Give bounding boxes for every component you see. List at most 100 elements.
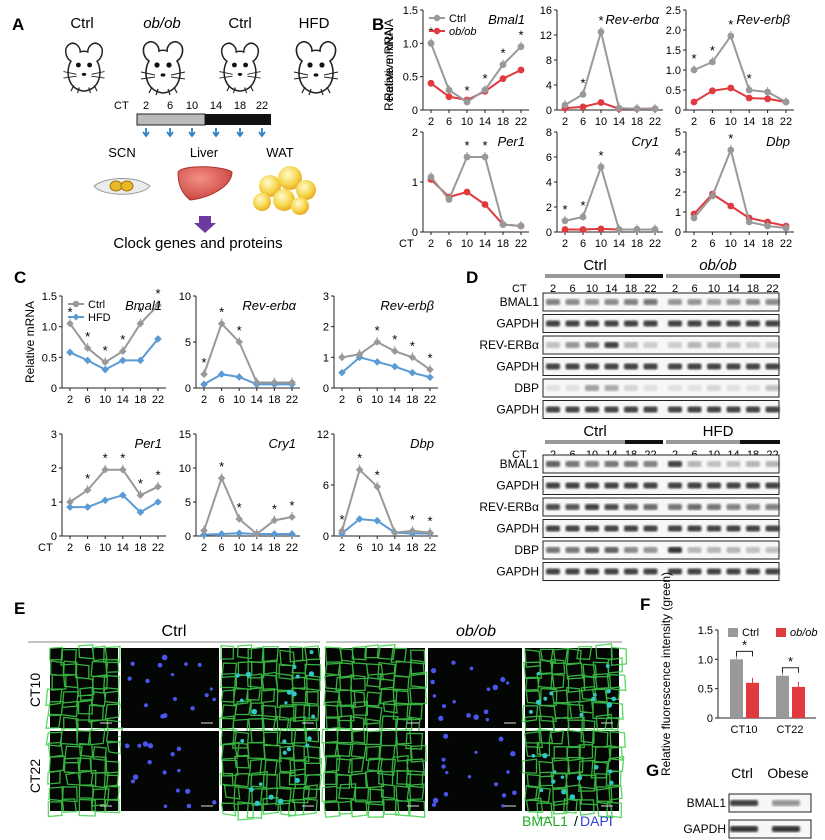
data-point [235, 529, 243, 538]
dapi-nucleus [430, 668, 437, 674]
blot-band [643, 461, 658, 467]
x-tick-label: 6 [85, 542, 91, 554]
panel-letter-f: F [640, 595, 650, 614]
dapi-nucleus [258, 782, 263, 786]
blot-band [668, 406, 682, 413]
dapi-nucleus [486, 687, 491, 692]
blot-row-label: BMAL1 [687, 796, 727, 810]
blot-band [707, 461, 721, 467]
significance-bracket [782, 667, 799, 673]
blot-band [668, 568, 682, 575]
blot-band [624, 461, 638, 467]
blot-band [707, 363, 721, 370]
gene-label: Cry1 [632, 134, 659, 149]
blot-band [604, 461, 619, 467]
data-point [709, 87, 716, 95]
legend-label: Ctrl [742, 627, 759, 639]
y-tick-label: 4 [675, 147, 681, 159]
dapi-nucleus [441, 757, 446, 762]
x-tick-label: 22 [649, 116, 661, 128]
blot-band [604, 406, 619, 413]
dapi-nucleus [190, 706, 195, 711]
x-tick-label: 10 [595, 116, 607, 128]
blot-row-label: GAPDH [496, 479, 539, 493]
blot-band [643, 299, 658, 305]
dapi-nucleus [160, 714, 165, 719]
data-point [373, 358, 381, 366]
blot-band [585, 568, 599, 575]
dapi-nucleus [292, 665, 297, 670]
chart-b-3: 00.51.01.52.02.52 6 10 14 18 22****Rev-erbβ [666, 5, 794, 128]
blot-band [687, 406, 702, 413]
blot-band [604, 525, 619, 532]
dapi-nucleus [605, 664, 610, 668]
blot-band [746, 525, 760, 532]
blot-band [668, 342, 682, 348]
dapi-nucleus [432, 797, 439, 804]
adipocyte-membranes [321, 726, 428, 818]
chart-b-1: 00.51.01.52610141822*****Bmal1Ctrlob/obR… [382, 5, 529, 128]
y-tick-label: 0 [185, 383, 191, 395]
blot-band [765, 525, 780, 532]
significance-star: * [410, 512, 415, 527]
dark-phase-bar [740, 274, 780, 278]
blot-band [585, 482, 599, 489]
x-tick-label: 6 [580, 238, 586, 250]
x-tick-label: 2 [201, 542, 207, 554]
blot-band [707, 320, 721, 327]
y-tick-label: 0 [675, 227, 681, 239]
micrograph [45, 727, 124, 818]
blot-band [746, 363, 760, 370]
blot-band [565, 363, 580, 370]
dapi-nucleus [130, 661, 135, 666]
blot-band [585, 342, 599, 348]
significance-star: * [562, 202, 567, 217]
legend-marker [72, 300, 80, 308]
wat-fat-cells-icon [253, 166, 316, 215]
significance-star: * [464, 138, 469, 153]
data-point [408, 368, 417, 377]
significance-star: * [742, 637, 747, 652]
x-tick-label: 18 [268, 542, 280, 554]
bar [746, 682, 759, 718]
group-label: Ctrl [162, 623, 187, 640]
y-tick-label: 2 [412, 127, 418, 139]
blot-band [687, 385, 702, 391]
blot-band [687, 363, 702, 370]
blot-band [546, 547, 560, 553]
light-phase-bar [136, 113, 206, 126]
significance-star: * [482, 71, 487, 86]
blot-band [746, 504, 760, 510]
gene-label: Per1 [135, 436, 162, 451]
dapi-nucleus [162, 770, 167, 775]
blot-band [726, 320, 741, 327]
blot-band [765, 547, 780, 553]
x-tick-label: 6 [446, 238, 452, 250]
blot-band [604, 568, 619, 575]
ct-tick-label: 6 [569, 283, 575, 295]
ct-tick-label: 14 [605, 283, 617, 295]
blot-band [726, 482, 741, 489]
data-point [101, 365, 109, 374]
ct-tick-labels: 2 6 10 14 18 22 [143, 100, 268, 112]
dapi-nucleus [175, 788, 180, 793]
blot-band [546, 525, 560, 532]
blot-band [643, 568, 658, 575]
blot-band [687, 504, 702, 510]
blot-band [624, 385, 638, 391]
blot-band [585, 504, 599, 510]
blot-band [585, 320, 599, 327]
dapi-nucleus [294, 777, 300, 783]
dapi-nucleus [295, 674, 300, 679]
legend-label: Ctrl [449, 13, 466, 25]
scn-brain-icon [93, 178, 151, 195]
legend-swatch [728, 628, 738, 637]
dapi-nucleus [268, 794, 274, 800]
y-tick-label: 1.5 [403, 5, 418, 17]
significance-star: * [728, 131, 733, 146]
y-tick-label: 5 [185, 337, 191, 349]
blot-band [624, 504, 638, 510]
y-tick-label: 2 [51, 463, 57, 475]
blot-band [565, 385, 580, 391]
micrograph-background [428, 731, 522, 811]
